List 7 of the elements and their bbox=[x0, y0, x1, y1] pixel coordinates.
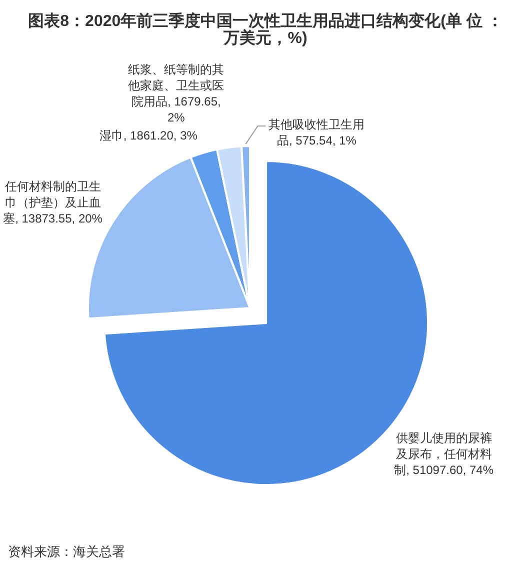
data-label: 其他吸收性卫生用品, 575.54, 1% bbox=[268, 117, 365, 148]
annotation: 资料来源：海关总署 bbox=[8, 544, 125, 560]
data-label: 纸浆、纸等制的其他家庭、卫生或医院用品, 1679.65, 2% bbox=[128, 62, 224, 125]
data-label: 任何材料制的卫生巾（护垫）及止血塞, 13873.55, 20% bbox=[3, 179, 102, 226]
data-label: 湿巾, 1861.20, 3% bbox=[99, 128, 198, 143]
data-label: 供婴儿使用的尿裤及尿布，任何材料制, 51097.60, 74% bbox=[394, 430, 494, 477]
title: 图表8：2020年前三季度中国一次性卫生用品进口结构变化(单 位 ：万美元，%) bbox=[28, 12, 503, 47]
